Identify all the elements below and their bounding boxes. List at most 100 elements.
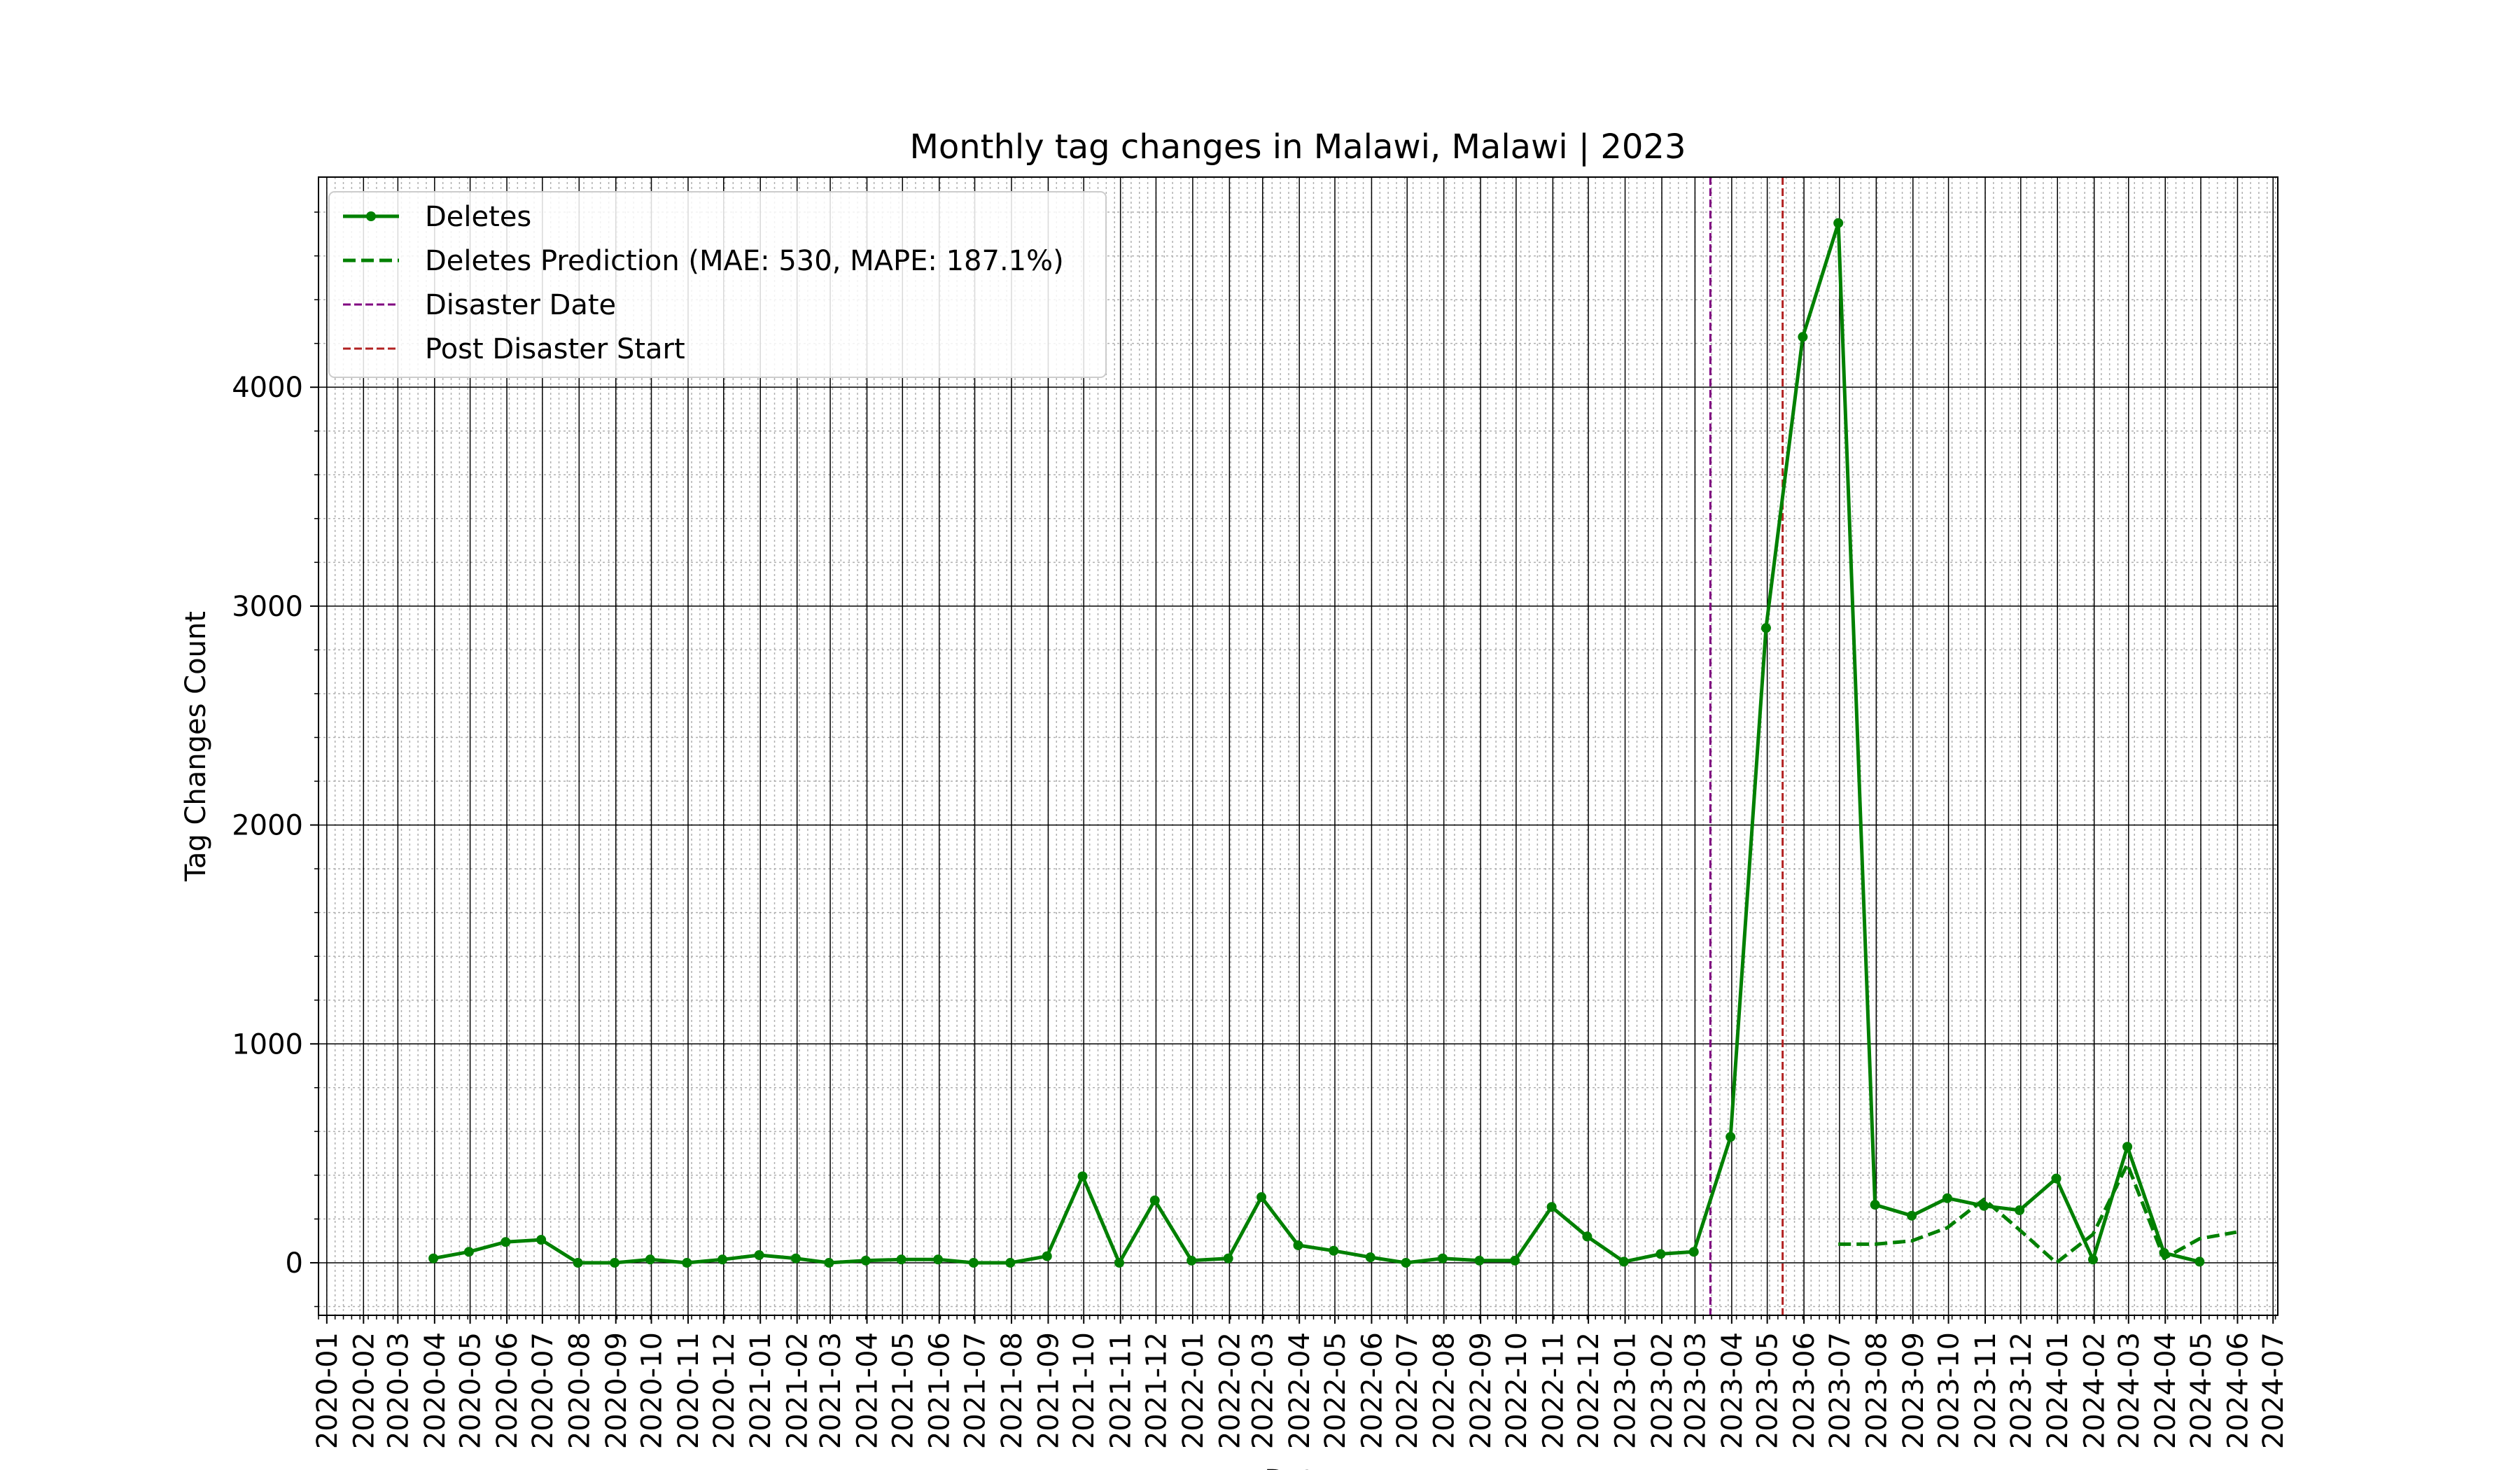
deletes-point: [1293, 1240, 1303, 1250]
deletes-point: [824, 1257, 834, 1268]
deletes-point: [1186, 1255, 1197, 1266]
x-tick-label: 2022-09: [1465, 1332, 1497, 1449]
x-tick-label: 2024-06: [2222, 1332, 2254, 1449]
legend-marker-deletes: [366, 211, 376, 221]
deletes-point: [1042, 1251, 1052, 1261]
deletes-point: [1688, 1247, 1699, 1257]
legend-label-prediction: Deletes Prediction (MAE: 530, MAPE: 187.…: [425, 245, 1064, 277]
x-tick-label: 2021-10: [1068, 1332, 1100, 1449]
x-tick-label: 2022-07: [1392, 1332, 1424, 1449]
legend-label-disaster-date: Disaster Date: [425, 289, 616, 321]
deletes-point: [968, 1257, 979, 1268]
x-tick-label: 2023-04: [1716, 1332, 1749, 1449]
deletes-point: [500, 1237, 511, 1247]
deletes-point: [1005, 1257, 1016, 1268]
x-tick-label: 2020-12: [708, 1332, 741, 1449]
x-tick-label: 2021-11: [1105, 1332, 1138, 1449]
x-tick-label: 2021-03: [815, 1332, 847, 1449]
deletes-point: [1546, 1202, 1557, 1212]
deletes-point: [1365, 1252, 1376, 1263]
legend-label-post-disaster: Post Disaster Start: [425, 333, 685, 365]
x-tick-label: 2022-08: [1429, 1332, 1461, 1449]
x-tick-label: 2022-06: [1356, 1332, 1388, 1449]
deletes-point: [1077, 1171, 1088, 1182]
series-layer: [428, 218, 2237, 1268]
deletes-point: [1942, 1193, 1952, 1203]
x-axis-label: Date: [1264, 1464, 1331, 1470]
x-tick-label: 2021-07: [960, 1332, 992, 1449]
x-tick-label: 2022-10: [1501, 1332, 1533, 1449]
y-tick-label: 4000: [232, 372, 303, 404]
deletes-point: [1223, 1253, 1233, 1264]
deletes-point: [860, 1255, 871, 1266]
x-tick-label: 2020-11: [673, 1332, 705, 1449]
deletes-point: [2051, 1173, 2062, 1184]
deletes-point: [1114, 1257, 1124, 1268]
x-tick-label: 2023-07: [1824, 1332, 1856, 1449]
x-tick-label: 2020-03: [382, 1332, 414, 1449]
deletes-point: [1510, 1255, 1520, 1266]
x-tick-label: 2021-12: [1140, 1332, 1172, 1449]
major-y-grid: [318, 386, 2278, 1264]
x-tick-label: 2022-03: [1247, 1332, 1280, 1449]
minor-y-grid: [318, 211, 2278, 1308]
plot-frame: [318, 176, 2278, 1316]
x-tick-label: 2023-10: [1933, 1332, 1966, 1449]
y-tick-label: 2000: [232, 810, 303, 842]
deletes-point: [645, 1254, 655, 1265]
chart-title: Monthly tag changes in Malawi, Malawi | …: [909, 127, 1686, 167]
y-axis-label: Tag Changes Count: [180, 611, 212, 882]
event-lines: [1709, 177, 1784, 1315]
x-tick-label: 2023-03: [1679, 1332, 1712, 1449]
x-tick-label: 2020-01: [312, 1332, 344, 1449]
x-tick-label: 2022-02: [1214, 1332, 1246, 1449]
deletes-point: [1726, 1132, 1736, 1142]
x-tick-label: 2021-01: [745, 1332, 777, 1449]
deletes-point: [2088, 1254, 2099, 1265]
deletes-point: [754, 1250, 764, 1261]
deletes-point: [790, 1253, 801, 1264]
deletes-point: [1618, 1256, 1629, 1267]
deletes-point: [2194, 1256, 2205, 1267]
deletes-point: [2122, 1142, 2133, 1152]
x-tick-label: 2020-04: [419, 1332, 451, 1449]
deletes-point: [896, 1254, 906, 1265]
x-tick-label: 2020-08: [564, 1332, 596, 1449]
deletes-point: [1256, 1192, 1267, 1203]
x-tick-label: 2021-06: [924, 1332, 956, 1449]
deletes-point: [428, 1253, 439, 1264]
y-tick-label: 1000: [232, 1028, 303, 1060]
x-tick-label: 2020-06: [491, 1332, 524, 1449]
x-tick-label: 2023-09: [1898, 1332, 1930, 1449]
deletes-point: [2015, 1205, 2025, 1215]
x-tick-label: 2020-09: [601, 1332, 633, 1449]
x-tick-label: 2023-12: [2005, 1332, 2038, 1449]
deletes-point: [1798, 332, 1808, 342]
deletes-point: [1870, 1200, 1880, 1210]
x-tick-label: 2022-04: [1284, 1332, 1316, 1449]
deletes-point: [1437, 1253, 1448, 1264]
y-axis-ticks: 0 1000 2000 3000 4000: [232, 211, 318, 1308]
x-tick-label: 2023-01: [1610, 1332, 1642, 1449]
y-tick-label: 3000: [232, 591, 303, 623]
deletes-point: [463, 1247, 474, 1257]
x-tick-label: 2024-02: [2079, 1332, 2111, 1449]
x-axis-ticks: 2020-01 2020-02 2020-03 2020-04 2020-05 2020-…: [312, 1315, 2290, 1449]
legend-label-deletes: Deletes: [425, 201, 531, 233]
x-tick-label: 2021-05: [887, 1332, 919, 1449]
x-tick-label: 2021-02: [782, 1332, 814, 1449]
deletes-point: [1149, 1195, 1160, 1205]
x-tick-label: 2020-10: [636, 1332, 668, 1449]
x-tick-label: 2023-06: [1788, 1332, 1821, 1449]
x-tick-label: 2020-02: [348, 1332, 380, 1449]
deletes-point: [1401, 1257, 1411, 1268]
y-tick-label: 0: [286, 1247, 303, 1280]
deletes-point: [1582, 1231, 1592, 1242]
deletes-point: [1329, 1245, 1339, 1256]
x-tick-label: 2023-08: [1861, 1332, 1893, 1449]
x-tick-label: 2023-05: [1752, 1332, 1784, 1449]
deletes-point: [536, 1235, 547, 1245]
x-tick-label: 2023-11: [1970, 1332, 2002, 1449]
x-tick-label: 2024-01: [2042, 1332, 2074, 1449]
